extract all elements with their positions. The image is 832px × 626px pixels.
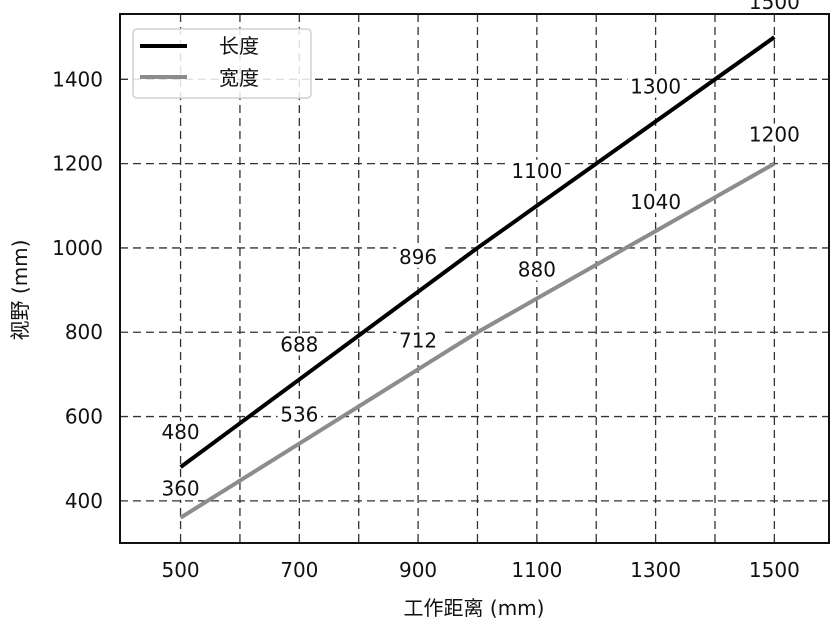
data-label: 712 <box>399 328 437 352</box>
y-tick-label: 800 <box>65 320 103 344</box>
data-label-background <box>396 245 440 268</box>
x-tick-label: 500 <box>161 558 199 582</box>
data-label-background <box>746 0 803 14</box>
data-label: 1300 <box>630 74 681 98</box>
x-tick-label: 1500 <box>749 558 800 582</box>
data-label-background <box>515 258 559 281</box>
legend-label-width: 宽度 <box>219 66 259 90</box>
data-label-background <box>158 421 203 444</box>
legend: 长度 宽度 <box>132 28 312 99</box>
y-axis-ticks: 400 600 800 1000 1200 1400 <box>52 67 103 513</box>
data-label: 536 <box>280 403 318 427</box>
data-label: 1040 <box>630 190 681 214</box>
plot-frame <box>119 13 830 544</box>
data-label: 480 <box>161 420 199 444</box>
x-tick-label: 900 <box>399 558 437 582</box>
data-label-background <box>277 333 322 356</box>
data-label-background <box>277 403 322 426</box>
data-label-background <box>158 477 203 500</box>
series-line-0 <box>179 35 776 469</box>
legend-label-length: 长度 <box>219 34 259 58</box>
data-label: 688 <box>280 332 318 356</box>
data-label-background <box>746 123 803 146</box>
data-label-background <box>508 159 565 182</box>
x-tick-label: 1300 <box>630 558 681 582</box>
data-label: 896 <box>399 245 437 269</box>
data-label-background <box>627 191 684 214</box>
y-tick-label: 400 <box>65 489 103 513</box>
y-tick-label: 600 <box>65 405 103 429</box>
data-label: 1200 <box>749 123 800 147</box>
x-tick-label: 700 <box>280 558 318 582</box>
x-tick-label: 1100 <box>511 558 562 582</box>
data-label: 880 <box>518 258 556 282</box>
series-lines <box>179 35 776 520</box>
x-axis-ticks: 500 700 900 1100 1300 1500 <box>161 558 799 582</box>
data-label-background <box>627 75 684 98</box>
data-label: 1100 <box>511 159 562 183</box>
y-axis-label: 视野 (mm) <box>8 240 32 341</box>
y-tick-label: 1000 <box>52 236 103 260</box>
data-label: 360 <box>161 477 199 501</box>
y-tick-label: 1200 <box>52 152 103 176</box>
series-line-1 <box>179 161 776 520</box>
data-labels: 480 688 896 1100 1300 1500 360 536 712 880 1040 120… <box>158 0 803 501</box>
y-tick-label: 1400 <box>52 67 103 91</box>
data-label: 1500 <box>749 0 800 14</box>
x-axis-label: 工作距离 (mm) <box>404 596 545 620</box>
data-label-background <box>396 329 440 352</box>
